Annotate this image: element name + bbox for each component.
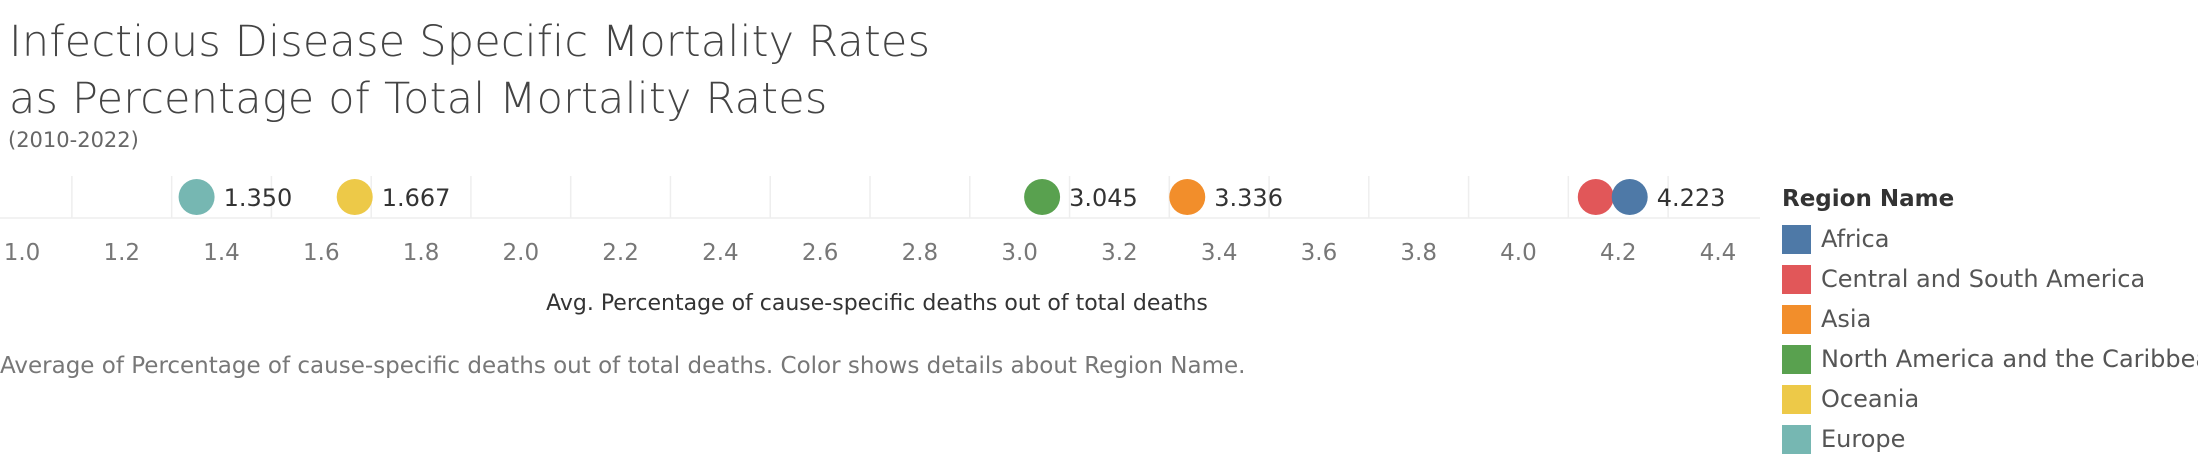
- chart-title-line-2: as Percentage of Total Mortality Rates: [9, 74, 828, 124]
- data-label: 1.350: [224, 184, 293, 212]
- legend-item[interactable]: Oceania: [1782, 379, 2198, 419]
- legend: Region Name Africa Central and South Amer…: [1782, 186, 2198, 459]
- data-label: 4.223: [1657, 184, 1726, 212]
- legend-label: Asia: [1821, 305, 1872, 333]
- chart-title: Infectious Disease Specific Mortality Ra…: [9, 14, 930, 128]
- data-point[interactable]: [1611, 179, 1648, 215]
- chart-title-line-1: Infectious Disease Specific Mortality Ra…: [9, 17, 931, 67]
- x-tick-label: 1.8: [403, 240, 440, 266]
- legend-label: Europe: [1821, 425, 1906, 453]
- x-tick-label: 4.0: [1500, 240, 1537, 266]
- x-tick-label: 3.4: [1201, 240, 1238, 266]
- chart-plot: 1.0 1.2 1.4 1.6 1.8 2.0 2.2 2.4 2.6 2.8 3.0 3.2 3.4 3…: [0, 176, 1760, 316]
- legend-title: Region Name: [1782, 186, 1955, 212]
- legend-item[interactable]: Africa: [1782, 219, 2198, 259]
- legend-swatch: [1782, 344, 1811, 374]
- legend-swatch: [1782, 424, 1811, 454]
- x-tick-label: 3.8: [1400, 240, 1437, 266]
- data-label: 3.336: [1214, 184, 1283, 212]
- chart-subtitle: (2010-2022): [8, 128, 139, 152]
- legend-swatch: [1782, 224, 1811, 254]
- x-tick-label: 1.0: [4, 240, 41, 266]
- legend-label: Central and South America: [1821, 265, 2146, 293]
- legend-swatch: [1782, 304, 1811, 334]
- data-labels: 1.350 1.667 3.045 3.336 4.223: [224, 184, 1726, 212]
- x-tick-label: 1.4: [203, 240, 240, 266]
- data-label: 1.667: [382, 184, 451, 212]
- legend-item[interactable]: Asia: [1782, 299, 2198, 339]
- data-point[interactable]: [178, 179, 215, 215]
- x-tick-label: 1.2: [103, 240, 140, 266]
- legend-label: North America and the Caribbean: [1821, 345, 2198, 373]
- x-tick-label: 4.2: [1600, 240, 1637, 266]
- data-point[interactable]: [1577, 179, 1614, 215]
- legend-label: Africa: [1821, 225, 1890, 253]
- legend-swatch: [1782, 384, 1811, 414]
- data-points: [178, 179, 1648, 215]
- legend-label: Oceania: [1821, 385, 1920, 413]
- x-tick-label: 2.8: [902, 240, 939, 266]
- data-label: 3.045: [1069, 184, 1138, 212]
- x-tick-labels: 1.0 1.2 1.4 1.6 1.8 2.0 2.2 2.4 2.6 2.8 3.0 3.2 3.4 3…: [4, 240, 1737, 266]
- data-point[interactable]: [1024, 179, 1061, 215]
- x-axis-label: Avg. Percentage of cause-specific deaths…: [546, 291, 1208, 316]
- grid-lines: [71, 176, 1669, 218]
- x-tick-label: 4.4: [1700, 240, 1737, 266]
- x-tick-label: 2.4: [702, 240, 739, 266]
- x-tick-label: 2.6: [802, 240, 839, 266]
- legend-item[interactable]: North America and the Caribbean: [1782, 339, 2198, 379]
- x-tick-label: 1.6: [303, 240, 340, 266]
- chart-caption: Average of Percentage of cause-specific …: [0, 353, 1246, 379]
- data-point[interactable]: [1169, 179, 1206, 215]
- x-tick-label: 3.6: [1301, 240, 1338, 266]
- x-tick-label: 2.0: [503, 240, 540, 266]
- data-point[interactable]: [336, 179, 373, 215]
- legend-swatch: [1782, 264, 1811, 294]
- legend-items: Africa Central and South America Asia North…: [1782, 219, 2198, 459]
- x-tick-label: 2.2: [602, 240, 639, 266]
- legend-item[interactable]: Central and South America: [1782, 259, 2198, 299]
- x-tick-label: 3.2: [1101, 240, 1138, 266]
- legend-item[interactable]: Europe: [1782, 419, 2198, 459]
- x-tick-label: 3.0: [1001, 240, 1038, 266]
